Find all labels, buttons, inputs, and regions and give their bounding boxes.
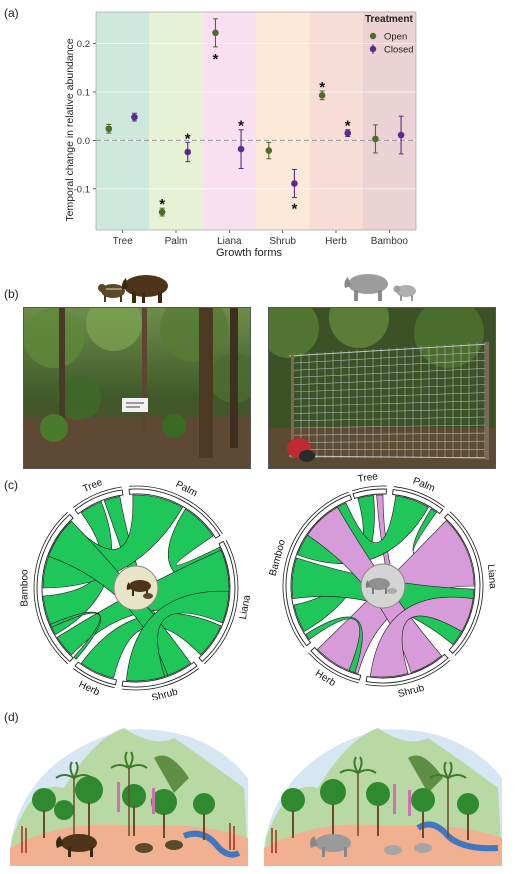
chord-ribbon bbox=[369, 596, 474, 678]
y-tick-label: 0.1 bbox=[77, 87, 90, 98]
point-closed-palm bbox=[184, 148, 192, 156]
chord-label-palm: Palm bbox=[411, 476, 436, 495]
chord-arc-liana bbox=[198, 540, 236, 663]
band-herb bbox=[309, 12, 363, 230]
chord-arc-palm bbox=[392, 489, 444, 515]
chord-label-tree: Tree bbox=[357, 471, 379, 485]
significance-star: * bbox=[185, 130, 191, 147]
panel-b-letter: (b) bbox=[4, 287, 19, 301]
point-open-tree bbox=[105, 125, 113, 133]
plot-frame bbox=[95, 11, 417, 231]
chord-arc-bamboo bbox=[36, 513, 74, 663]
chord-arc-tree bbox=[74, 489, 124, 515]
point-open-liana bbox=[212, 29, 219, 37]
significance-star: * bbox=[345, 118, 351, 135]
chord-ribbon bbox=[125, 590, 230, 682]
significance-star: * bbox=[159, 196, 165, 213]
panel-c-letter: (c) bbox=[4, 478, 18, 492]
chord-label-palm: Palm bbox=[174, 479, 199, 499]
chord-arc-tree bbox=[352, 488, 387, 500]
point-closed-shrub bbox=[291, 180, 298, 187]
point-closed-bamboo bbox=[397, 131, 405, 139]
legend-open-marker bbox=[369, 32, 377, 40]
chord-arc-herb bbox=[74, 661, 117, 686]
open-plot-photo bbox=[23, 307, 251, 469]
closed-landscape-illustration bbox=[264, 728, 502, 866]
x-tick-label-palm: Palm bbox=[165, 236, 188, 247]
chord-label-herb: Herb bbox=[313, 668, 338, 689]
significance-star: * bbox=[291, 201, 297, 218]
point-closed-liana bbox=[237, 145, 245, 153]
closed-exclosure-photo bbox=[268, 307, 496, 469]
x-tick-label-shrub: Shrub bbox=[269, 236, 296, 247]
chord-ribbon bbox=[49, 611, 102, 660]
panel-a-letter: (a) bbox=[4, 6, 19, 20]
band-shrub bbox=[256, 12, 310, 230]
chord-diagram-closed: Tree Palm Liana Shrub Herb Bamboo bbox=[268, 471, 498, 700]
chord-arc-shrub bbox=[121, 661, 198, 688]
significance-star: * bbox=[319, 79, 325, 96]
x-axis-label: Growth forms bbox=[216, 247, 283, 259]
point-open-palm bbox=[158, 208, 166, 216]
legend: Treatment Open Closed bbox=[365, 14, 414, 56]
chord-arc-palm bbox=[128, 488, 221, 539]
chord-label-liana: Liana bbox=[485, 564, 498, 590]
tapir-family-color-icon bbox=[98, 275, 168, 303]
chord-label-shrub: Shrub bbox=[397, 683, 426, 700]
chord-arc-bamboo bbox=[285, 494, 353, 647]
x-tick-label-liana: Liana bbox=[217, 236, 242, 247]
band-palm bbox=[149, 12, 203, 230]
significance-star: * bbox=[238, 118, 244, 135]
x-tick-label-tree: Tree bbox=[113, 236, 134, 247]
legend-title: Treatment bbox=[365, 14, 413, 25]
significance-star: * bbox=[213, 51, 219, 68]
y-tick-label: 0.2 bbox=[77, 39, 90, 50]
chord-label-herb: Herb bbox=[77, 679, 102, 698]
point-open-herb bbox=[318, 92, 326, 99]
chord-label-bamboo: Bamboo bbox=[20, 569, 31, 607]
chord-ribbon bbox=[305, 616, 363, 673]
point-closed-herb bbox=[344, 129, 352, 137]
chord-arc-liana bbox=[443, 513, 481, 655]
panel-d-letter: (d) bbox=[4, 710, 19, 724]
chord-arc-herb bbox=[310, 646, 362, 681]
point-open-bamboo bbox=[372, 135, 379, 143]
point-open-shrub bbox=[265, 147, 273, 154]
y-tick-label: 0.0 bbox=[77, 136, 90, 147]
legend-closed-label: Closed bbox=[384, 45, 414, 56]
x-tick-label-bamboo: Bamboo bbox=[371, 236, 409, 247]
chord-label-bamboo: Bamboo bbox=[268, 538, 288, 577]
legend-open-label: Open bbox=[384, 32, 407, 43]
x-tick-label-herb: Herb bbox=[325, 236, 347, 247]
point-closed-tree bbox=[131, 113, 138, 121]
open-landscape-illustration bbox=[10, 728, 248, 866]
band-tree bbox=[96, 12, 150, 230]
panel-a-chart: * * * * * * * -0.1 0.0 0.1 0.2 Tree Palm Liana Shrub H… bbox=[64, 11, 417, 259]
band-liana bbox=[202, 12, 256, 230]
chord-label-liana: Liana bbox=[238, 594, 253, 620]
y-axis-label: Temporal change in relative abundance bbox=[64, 38, 76, 221]
tapir-family-gray-icon bbox=[344, 274, 416, 301]
y-tick-label: -0.1 bbox=[74, 184, 90, 195]
chord-arc-shrub bbox=[365, 653, 449, 684]
